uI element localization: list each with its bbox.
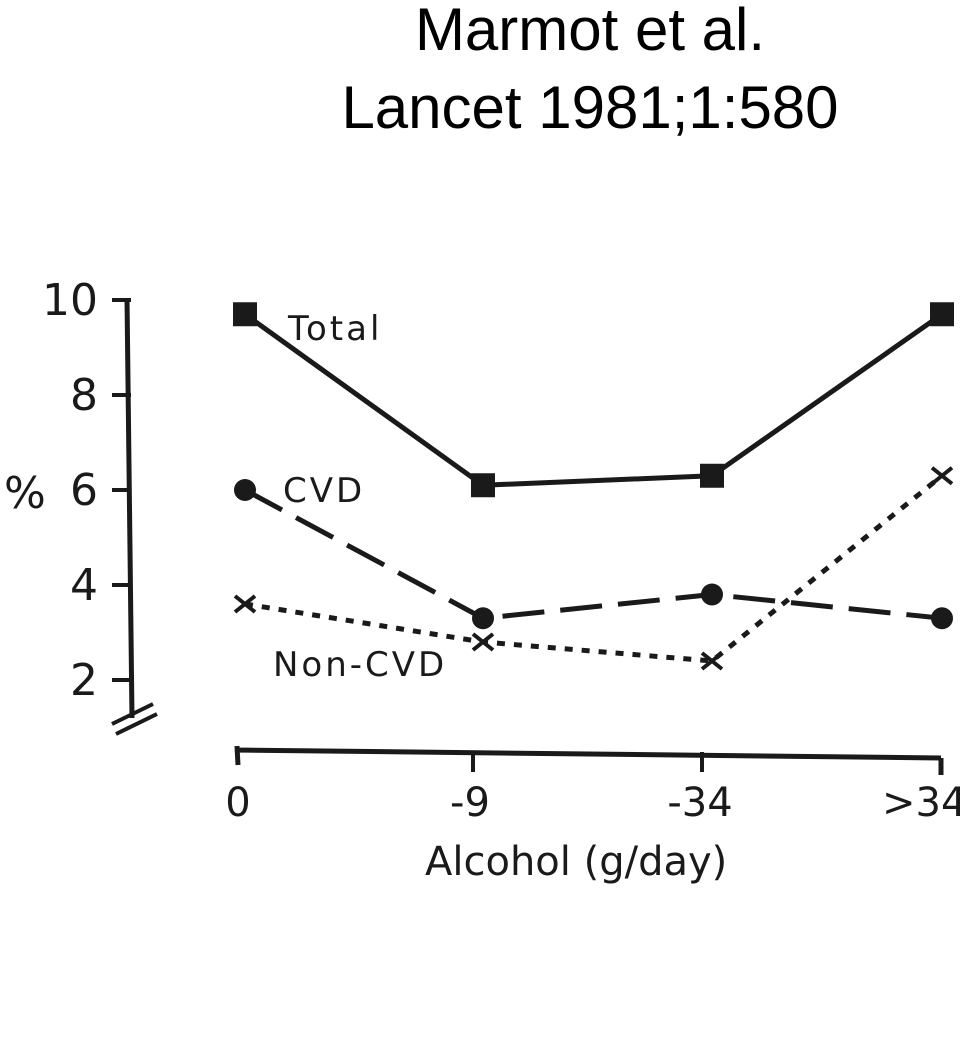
data-point-cvd-2: [701, 583, 723, 606]
series-line-total: [243, 312, 944, 488]
y-axis-label: %: [4, 468, 46, 519]
y-axis-line: [124, 297, 135, 719]
series-line-cvd: [243, 487, 943, 621]
series-lines: [243, 312, 944, 664]
data-point-cvd-1: [472, 607, 494, 630]
x-tick-label-0: 0: [225, 780, 250, 826]
series-markers: [233, 302, 954, 671]
chart-title-line-1: Marmot et al.: [414, 0, 766, 63]
data-point-non-cvd-2: [700, 651, 724, 671]
data-point-total-2: [700, 463, 724, 488]
data-point-total-3: [930, 302, 954, 327]
x-axis-label: Alcohol (g/day): [425, 839, 727, 885]
x-axis-line: [234, 745, 944, 775]
y-axis-break-mark: [111, 702, 154, 726]
x-tick-label-1: -9: [450, 780, 490, 826]
series-label-cvd: CVD: [283, 471, 365, 511]
chart-title-line-2: Lancet 1981;1:580: [341, 74, 839, 141]
series-line-non-cvd: [244, 473, 944, 664]
x-tick-label-2: -34: [667, 780, 732, 826]
axes: [111, 297, 944, 775]
data-point-non-cvd-1: [471, 632, 495, 652]
data-point-non-cvd-0: [233, 594, 257, 614]
y-tick-label-2: 2: [70, 655, 98, 706]
y-axis-break-mark: [115, 712, 158, 736]
data-point-total-1: [471, 473, 495, 498]
y-tick-label-10: 10: [42, 275, 98, 326]
y-tick-label-8: 8: [70, 370, 98, 421]
data-point-non-cvd-3: [930, 466, 954, 486]
series-label-non-cvd: Non-CVD: [273, 645, 447, 685]
y-tick-label-4: 4: [70, 560, 98, 611]
x-tick-label-3: >34: [882, 780, 960, 826]
data-point-cvd-3: [931, 607, 953, 630]
data-point-cvd-0: [234, 479, 256, 501]
chart-labels: 2 4 6 8 10% 0 -9 -34 >34 Alcohol (g/day) Total CVD N…: [4, 275, 960, 885]
data-point-total-0: [233, 302, 257, 327]
y-tick-label-6: 6: [70, 465, 98, 516]
series-label-total: Total: [287, 309, 382, 349]
